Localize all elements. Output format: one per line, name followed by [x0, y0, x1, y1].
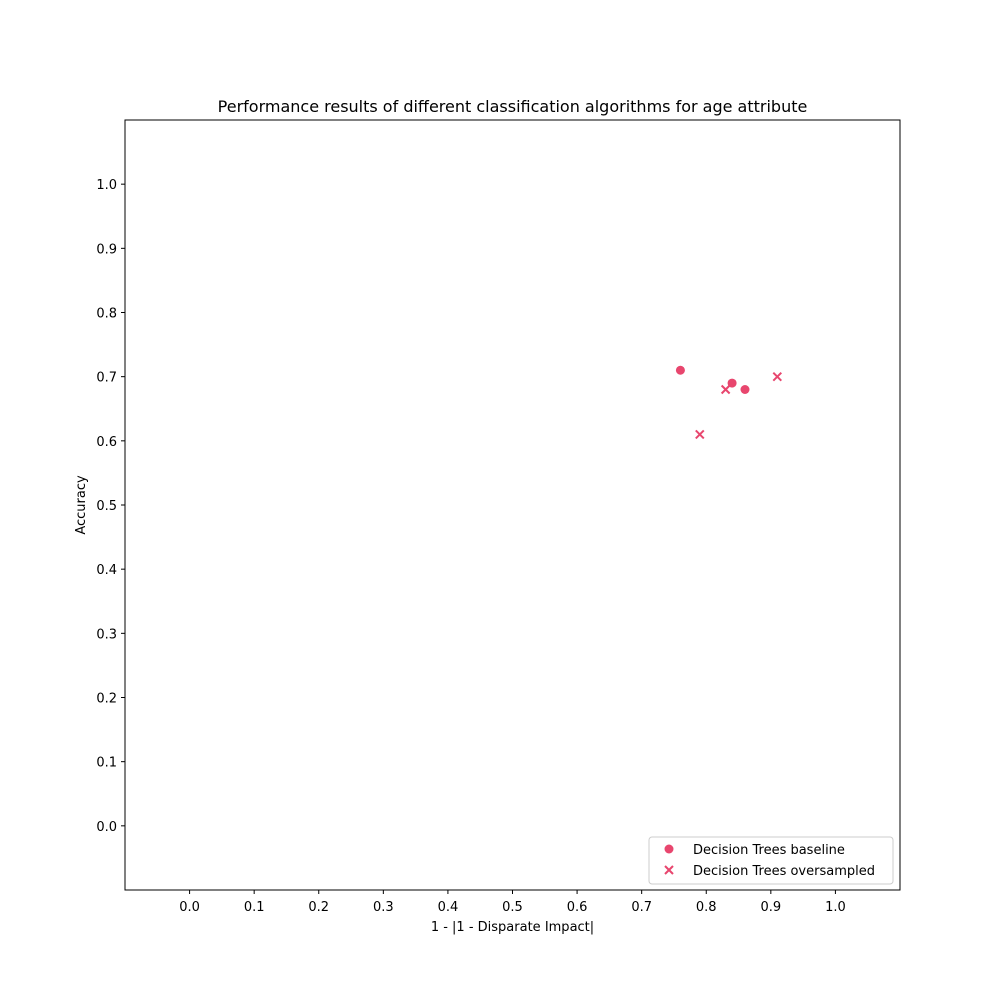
x-tick-label: 1.0	[825, 900, 846, 915]
y-tick-label: 0.3	[96, 627, 117, 642]
x-tick-label: 0.0	[179, 900, 200, 915]
y-tick-label: 0.9	[96, 242, 117, 257]
y-tick-label: 0.6	[96, 435, 117, 450]
y-tick-label: 0.7	[96, 371, 117, 386]
y-axis-label: Accuracy	[74, 475, 89, 535]
y-tick-label: 0.8	[96, 307, 117, 322]
oversampled-point	[772, 371, 782, 382]
data-points	[675, 365, 782, 440]
y-axis-ticks: 0.0 0.1 0.2 0.3 0.4 0.5 0.6 0.7 0.8 0.9 1.0	[96, 178, 125, 835]
legend-label: Decision Trees baseline	[693, 843, 845, 858]
baseline-point	[740, 385, 750, 394]
x-tick-label: 0.5	[502, 900, 523, 915]
legend-label: Decision Trees oversampled	[693, 864, 875, 879]
legend-box	[648, 836, 894, 885]
chart-title: Performance results of different classif…	[218, 97, 808, 116]
x-axis-label: 1 - |1 - Disparate Impact|	[431, 920, 594, 935]
legend: Decision Trees baseline Decision Trees ov…	[648, 836, 894, 885]
y-tick-label: 0.5	[96, 499, 117, 514]
x-tick-label: 0.8	[696, 900, 717, 915]
oversampled-point	[720, 384, 731, 395]
x-tick-label: 0.9	[760, 900, 781, 915]
x-tick-label: 0.6	[567, 900, 588, 915]
y-tick-label: 0.1	[96, 756, 117, 771]
baseline-point	[727, 378, 737, 388]
legend-marker-oversampled	[664, 865, 674, 875]
y-tick-label: 0.2	[96, 692, 117, 707]
y-tick-label: 0.0	[96, 820, 117, 835]
x-tick-label: 0.4	[438, 900, 459, 915]
baseline-point	[675, 365, 685, 375]
y-tick-label: 1.0	[96, 178, 117, 193]
y-tick-label: 0.4	[96, 563, 117, 578]
x-tick-label: 0.1	[244, 900, 265, 915]
x-tick-label: 0.7	[631, 900, 652, 915]
legend-marker-baseline	[664, 844, 674, 854]
oversampled-point	[695, 429, 705, 440]
x-tick-label: 0.2	[308, 900, 329, 915]
x-tick-label: 0.3	[373, 900, 394, 915]
x-axis-ticks: 0.0 0.1 0.2 0.3 0.4 0.5 0.6 0.7 0.8 0.9 1.0	[179, 890, 846, 915]
